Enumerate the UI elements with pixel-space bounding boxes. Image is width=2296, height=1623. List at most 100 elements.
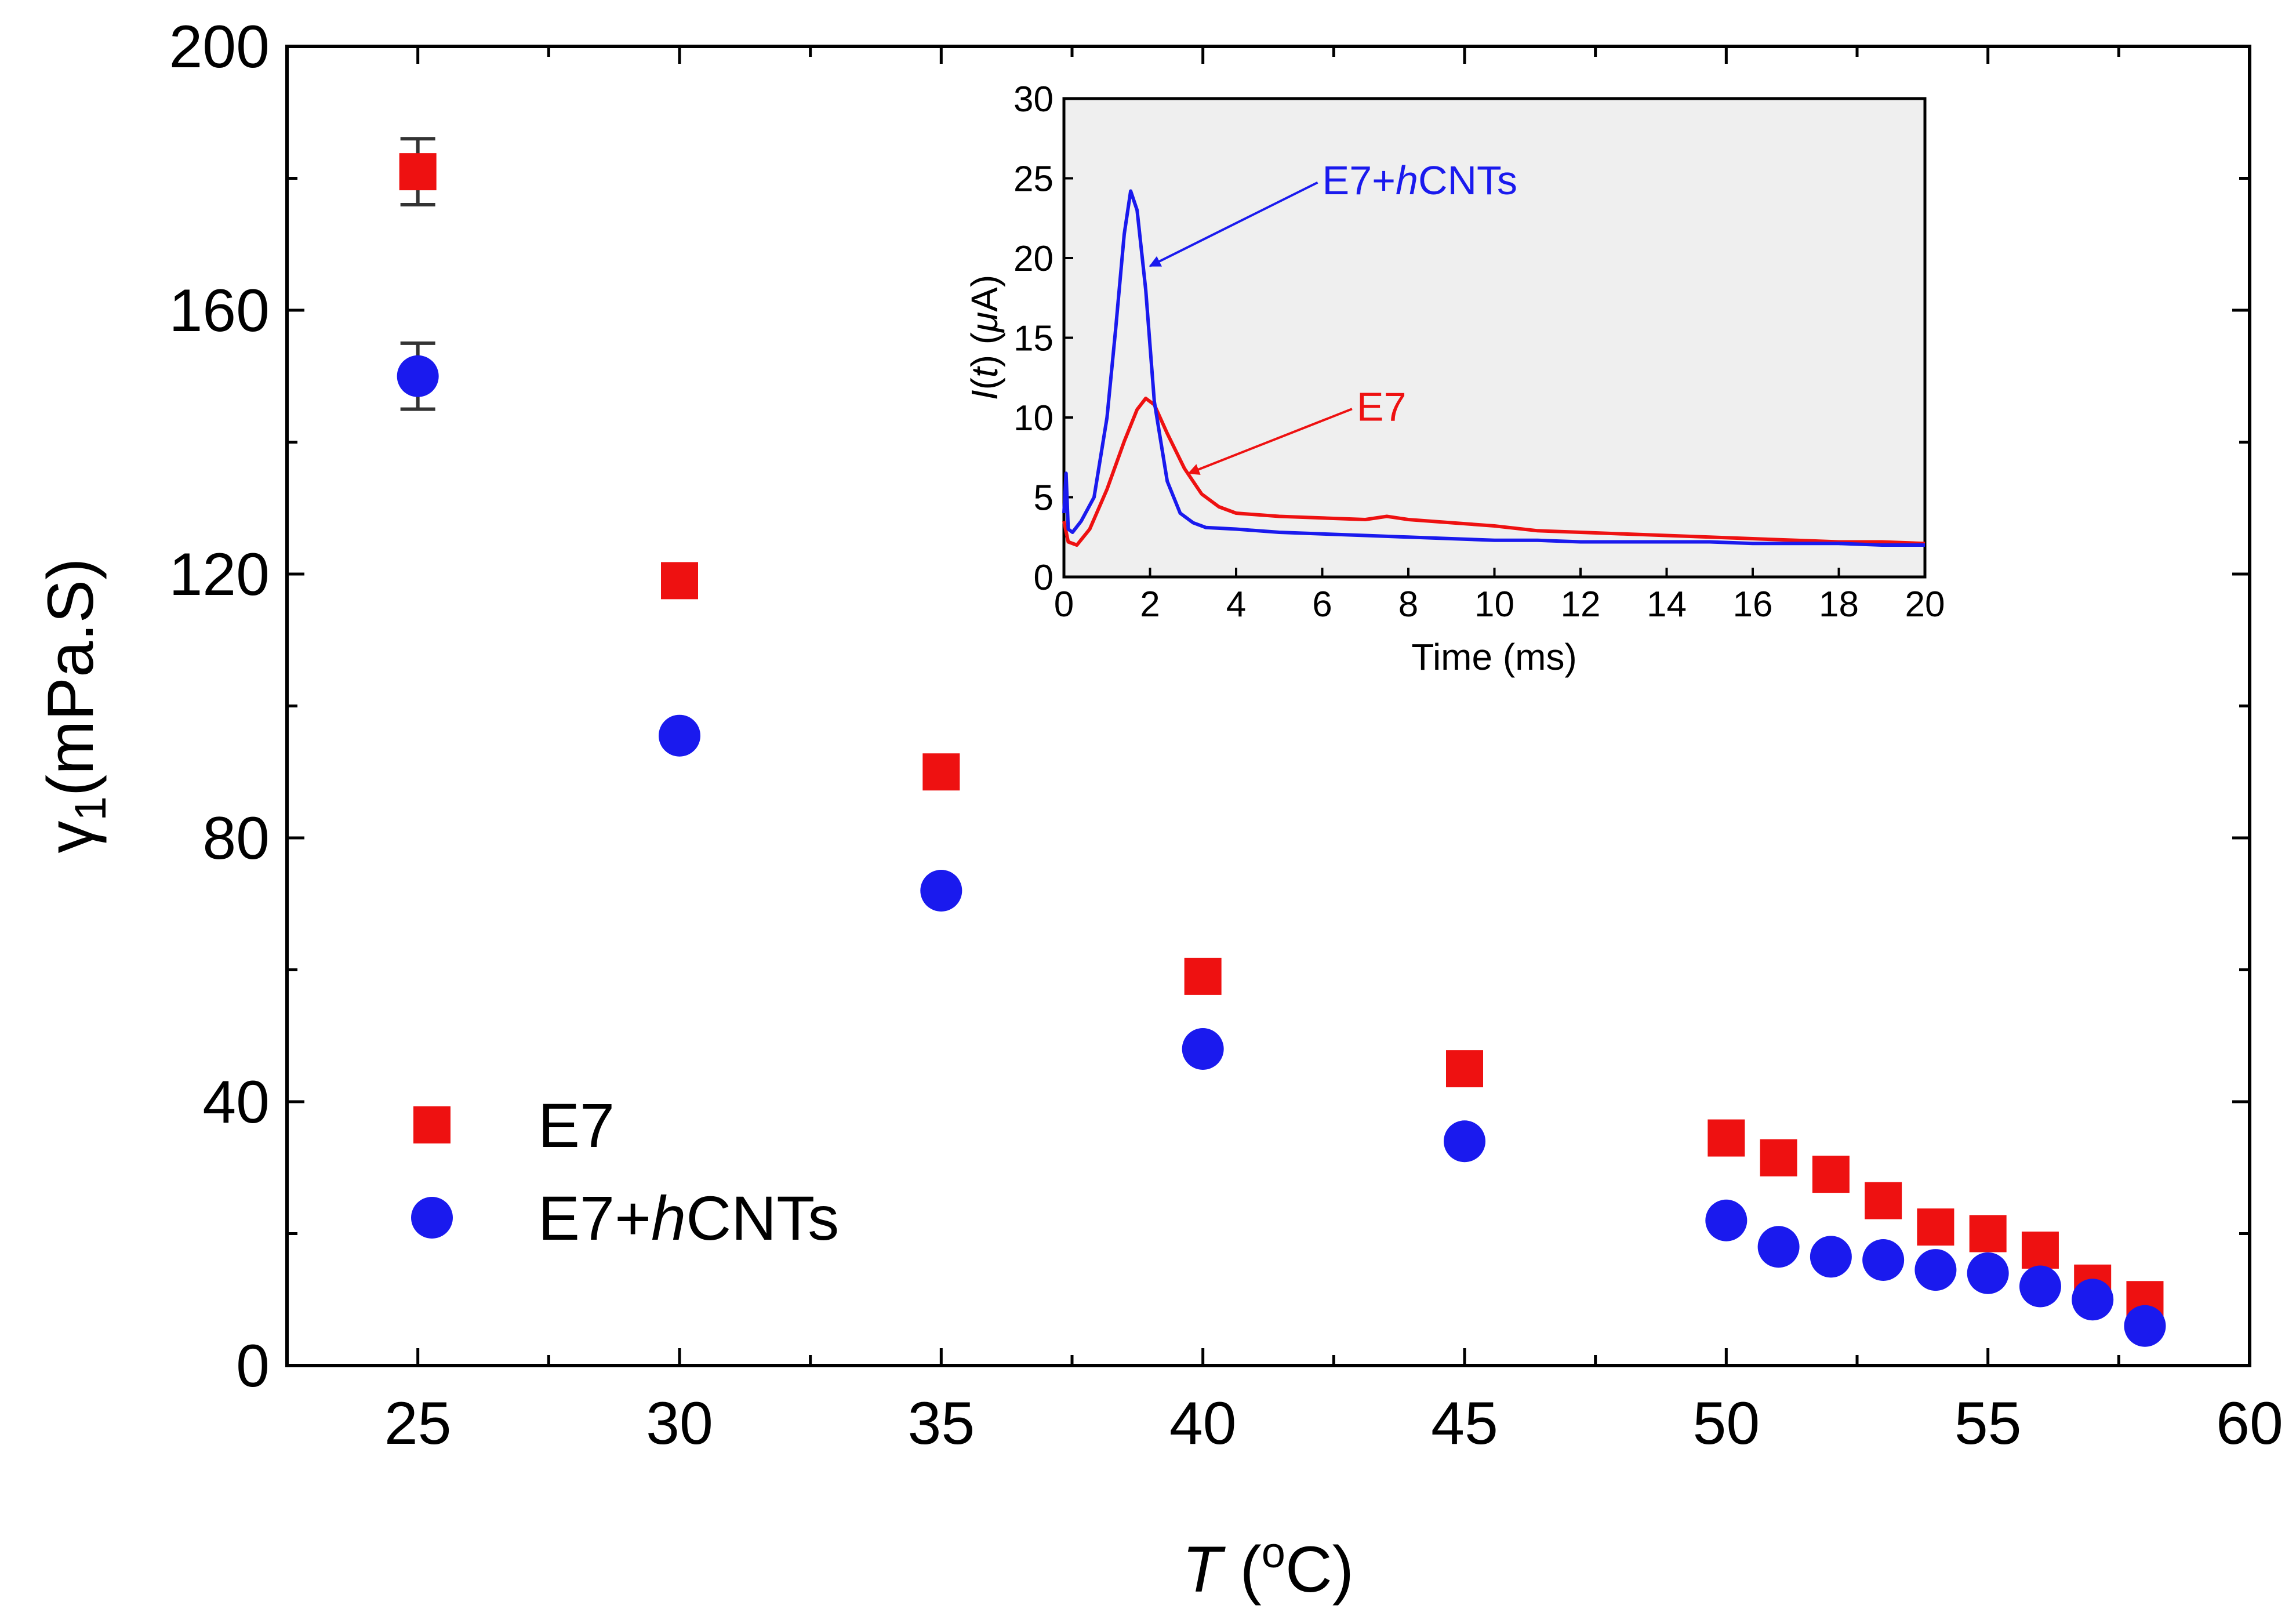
data-point-e7: [661, 562, 698, 600]
legend: E7 E7+hCNTs: [411, 1090, 839, 1253]
data-point-e7-hcnts: [397, 355, 439, 397]
inset-line-e7: [1062, 397, 1926, 547]
annotation-text-pre: E7+: [1323, 158, 1396, 203]
inset-x-tick-label: 4: [1226, 584, 1246, 624]
inset-line-e7-hcnts: [1062, 189, 1925, 547]
y-tick-label: 0: [236, 1332, 270, 1400]
data-point-e7: [1865, 1182, 1902, 1219]
data-point-e7-hcnts: [920, 870, 962, 912]
legend-label-e7-hcnts-pre: E7+: [538, 1183, 651, 1253]
x-tick-label: 55: [1954, 1390, 2022, 1457]
x-tick-label: 50: [1692, 1390, 1760, 1457]
legend-label-e7: E7: [538, 1090, 615, 1160]
inset-x-tick-label: 18: [1819, 584, 1859, 624]
y-axis-unit: (mPa.S): [34, 558, 107, 797]
y-axis-title: γ1(mPa.S): [34, 558, 115, 854]
legend-label-e7-hcnts-post: CNTs: [686, 1183, 839, 1253]
x-tick-label: 40: [1169, 1390, 1237, 1457]
inset-y-mu: μ: [964, 312, 1005, 333]
annotation-label-e7-hcnts: E7+hCNTs: [1323, 158, 1518, 203]
data-point-e7-hcnts: [1810, 1236, 1852, 1278]
inset-tick-labels: 0 2 4 6 8 10 12 14 16 18 20 0 5 10 15 20 25 30: [1013, 79, 1945, 624]
inset-y-tick-label: 0: [1034, 558, 1053, 598]
annotation-text-italic: h: [1396, 158, 1418, 203]
y-axis-symbol: γ: [34, 820, 107, 853]
data-point-e7: [399, 153, 437, 191]
legend-label-e7-hcnts: E7+hCNTs: [538, 1183, 839, 1253]
inset-x-tick-label: 12: [1561, 584, 1601, 624]
data-point-e7: [1446, 1050, 1483, 1088]
inset-y-paren: (: [964, 377, 1005, 390]
inset-y-tick-label: 25: [1013, 159, 1053, 199]
inset-x-tick-label: 0: [1054, 584, 1074, 624]
legend-marker-e7: [413, 1106, 451, 1143]
data-point-e7: [1760, 1139, 1797, 1177]
inset-y-symbol: I: [964, 390, 1005, 400]
data-point-e7-hcnts: [1444, 1120, 1485, 1163]
data-point-e7-hcnts: [1705, 1199, 1748, 1241]
data-point-e7-hcnts: [1182, 1028, 1224, 1070]
inset-x-tick-label: 2: [1140, 584, 1160, 624]
legend-marker-e7-hcnts: [411, 1197, 453, 1239]
data-point-e7-hcnts: [2072, 1279, 2114, 1321]
inset-y-unit: A): [964, 275, 1005, 312]
inset-y-axis-title: I(t) (μA): [964, 275, 1005, 400]
y-tick-label: 40: [202, 1069, 270, 1136]
inset-y-t: t: [964, 366, 1005, 377]
inset-data-lines: [1062, 189, 1926, 547]
data-point-e7-hcnts: [1967, 1252, 2009, 1294]
main-axis-ticks: [287, 45, 2251, 1367]
inset-y-tick-label: 15: [1013, 319, 1053, 359]
inset-axis-ticks: [1063, 97, 1926, 578]
legend-label-e7-hcnts-italic: h: [651, 1183, 686, 1253]
inset-x-tick-label: 10: [1474, 584, 1514, 624]
inset-x-tick-label: 14: [1647, 584, 1687, 624]
main-data-points: [397, 153, 2166, 1347]
data-point-e7: [1917, 1208, 1954, 1246]
inset-annotations: E7+hCNTs E7: [1149, 158, 1518, 475]
x-axis-symbol: T: [1182, 1533, 1226, 1606]
inset-y-tick-label: 10: [1013, 398, 1053, 438]
data-point-e7-hcnts: [659, 714, 700, 757]
y-tick-label: 120: [169, 541, 270, 608]
data-point-e7-hcnts: [1757, 1226, 1800, 1268]
inset-x-axis-title: Time (ms): [1411, 636, 1577, 678]
inset-x-tick-label: 16: [1733, 584, 1773, 624]
data-point-e7: [2021, 1231, 2059, 1269]
data-point-e7-hcnts: [1862, 1239, 1905, 1281]
data-point-e7: [1812, 1156, 1850, 1193]
inset-y-tick-label: 5: [1034, 478, 1053, 518]
annotation-text-pre: E7: [1357, 384, 1407, 429]
data-point-e7-hcnts: [1914, 1249, 1957, 1291]
annotation-text-post: CNTs: [1418, 158, 1517, 203]
x-axis-unit-open: (: [1222, 1533, 1261, 1606]
y-axis-subscript: 1: [66, 796, 115, 820]
y-tick-label: 160: [169, 277, 270, 344]
data-point-e7: [922, 753, 960, 791]
data-point-e7: [1184, 957, 1222, 995]
x-tick-label: 25: [384, 1390, 452, 1457]
annotation-arrow-e7-hcnts: [1149, 181, 1318, 267]
inset-x-tick-label: 6: [1312, 584, 1332, 624]
y-tick-label: 80: [202, 805, 270, 872]
inset-y-mid: ) (: [964, 332, 1005, 367]
x-tick-label: 30: [646, 1390, 713, 1457]
x-tick-label: 35: [907, 1390, 975, 1457]
x-tick-label: 45: [1431, 1390, 1498, 1457]
data-point-e7-hcnts: [2019, 1265, 2061, 1308]
x-axis-unit-degree: o: [1262, 1528, 1285, 1577]
annotation-label-e7: E7: [1357, 384, 1407, 429]
inset-y-tick-label: 30: [1013, 79, 1053, 119]
x-axis-unit-close: C): [1285, 1533, 1354, 1606]
x-axis-title: T (oC): [1182, 1528, 1354, 1606]
inset-y-tick-label: 20: [1013, 239, 1053, 279]
inset-x-tick-label: 8: [1398, 584, 1418, 624]
inset-x-tick-label: 20: [1905, 584, 1945, 624]
data-point-e7-hcnts: [2124, 1305, 2166, 1347]
data-point-e7: [1708, 1119, 1745, 1157]
annotation-arrow-e7: [1187, 408, 1353, 475]
